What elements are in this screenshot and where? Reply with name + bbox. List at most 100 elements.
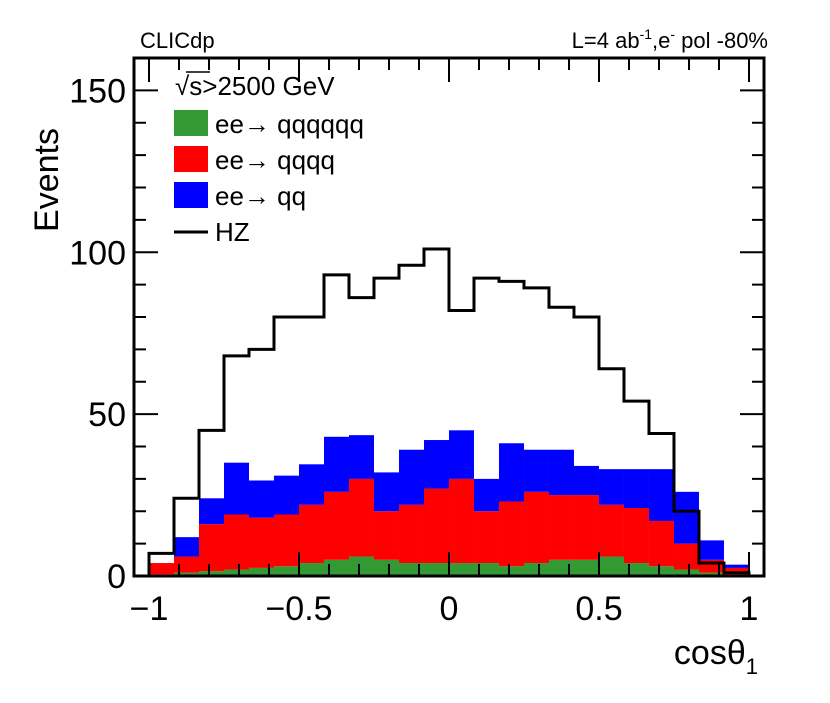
header-right-sup1: -1 [640, 26, 653, 42]
bar-qq-bin-8 [348, 435, 374, 479]
legend-swatch-qq [174, 182, 208, 208]
legend-label-qq: ee→ qq [215, 181, 306, 211]
x-tick-label: 0 [440, 590, 459, 628]
bar-qqqqqq-bin-1 [173, 572, 199, 576]
bar-qqqqqq-bin-18 [598, 556, 624, 576]
bar-qqqq-bin-9 [373, 511, 399, 560]
bar-qqqq-bin-11 [423, 488, 449, 564]
header-right-label: L=4 ab-1,e- pol -80% [572, 26, 768, 53]
bar-qq-bin-6 [298, 464, 324, 505]
y-tick-label: 50 [88, 396, 126, 434]
bar-qq-bin-9 [373, 472, 399, 512]
bar-qqqq-bin-3 [223, 514, 249, 570]
bar-qqqq-bin-18 [598, 504, 624, 557]
bar-qq-bin-19 [623, 469, 649, 509]
bar-qqqq-bin-15 [523, 491, 549, 564]
bar-qqqq-bin-19 [623, 508, 649, 564]
bar-qqqqqq-bin-17 [573, 559, 599, 576]
plot-bars-layer [149, 430, 749, 576]
bar-qqqqqq-bin-10 [398, 563, 424, 576]
bar-qqqq-bin-1 [173, 556, 199, 573]
legend-entries: ee→ qqqqqq ee→ qqqq ee→ qq HZ [174, 109, 364, 247]
bar-qqqqqq-bin-8 [348, 556, 374, 576]
bar-qqqq-bin-5 [273, 514, 299, 567]
header-right-sup2: - [670, 26, 675, 42]
bar-qq-bin-5 [273, 475, 299, 515]
bar-qq-bin-1 [173, 537, 199, 557]
legend-label-qqqqqq: ee→ qqqqqq [215, 109, 364, 139]
legend-label-qqqq: ee→ qqqq [215, 145, 335, 175]
bar-qq-bin-23 [723, 564, 749, 568]
bar-qq-bin-11 [423, 440, 449, 489]
legend-swatch-qqqqqq [174, 110, 208, 136]
bar-qqqq-bin-6 [298, 504, 324, 564]
bar-qqqq-bin-7 [323, 491, 349, 560]
bar-qq-bin-3 [223, 462, 249, 515]
bar-qqqq-bin-14 [498, 501, 524, 567]
legend-title: √s>2500 GeV [175, 71, 335, 101]
bar-qqqqqq-bin-22 [698, 572, 724, 576]
bar-qqqq-bin-17 [573, 495, 599, 560]
x-axis-title-sub: 1 [746, 654, 758, 679]
bar-qqqqqq-bin-6 [298, 563, 324, 576]
bar-qq-bin-10 [398, 449, 424, 505]
header-right-mid: ,e [652, 28, 670, 53]
header-right-prefix: L=4 ab [572, 28, 640, 53]
bar-qqqqqq-bin-16 [548, 559, 574, 576]
bar-qqqqqq-bin-3 [223, 569, 249, 576]
bar-qqqqqq-bin-5 [273, 566, 299, 576]
bar-qqqqqq-bin-4 [248, 567, 274, 576]
bar-qq-bin-16 [548, 449, 574, 496]
bar-qqqq-bin-23 [723, 567, 749, 575]
bar-qqqqqq-bin-7 [323, 559, 349, 576]
bar-qqqq-bin-13 [473, 511, 499, 564]
legend-label-HZ: HZ [215, 217, 250, 247]
tick-labels-layer: −1 −0.5 0 0.5 1 0 50 100 150 [69, 72, 758, 628]
y-tick-label: 0 [107, 558, 126, 596]
x-tick-label: 0.5 [575, 590, 622, 628]
bar-qqqq-bin-20 [648, 520, 674, 567]
y-tick-label: 100 [69, 234, 126, 272]
bar-qqqqqq-bin-14 [498, 566, 524, 576]
x-axis-title: cosθ1 [674, 634, 758, 679]
bar-qq-bin-18 [598, 469, 624, 505]
x-tick-label: −1 [130, 590, 169, 628]
bar-qq-bin-2 [198, 498, 224, 525]
header-left-label: CLICdp [140, 28, 215, 53]
bar-qq-bin-17 [573, 465, 599, 496]
bar-qq-bin-14 [498, 443, 524, 502]
bar-qqqqqq-bin-12 [448, 563, 474, 576]
bar-qq-bin-21 [673, 491, 699, 544]
bar-qqqqqq-bin-2 [198, 571, 224, 576]
bar-qqqqqq-bin-9 [373, 559, 399, 576]
bar-qqqq-bin-16 [548, 495, 574, 560]
bar-qqqq-bin-8 [348, 478, 374, 557]
axis-ticks-layer [134, 57, 764, 577]
x-axis-title-main: cosθ [674, 634, 746, 672]
bar-qqqqqq-bin-20 [648, 566, 674, 576]
line-HZ [147, 247, 751, 576]
plot-outline-layer [147, 247, 751, 576]
bar-qqqqqq-bin-11 [423, 563, 449, 576]
bar-qq-bin-4 [248, 480, 274, 518]
x-tick-label: 1 [740, 590, 759, 628]
bar-qqqq-bin-12 [448, 478, 474, 564]
bar-qq-bin-20 [648, 469, 674, 521]
bar-qqqqqq-bin-19 [623, 563, 649, 576]
bar-qqqq-bin-0 [149, 563, 174, 575]
bar-qqqq-bin-21 [673, 543, 699, 570]
bar-qqqq-bin-4 [248, 517, 274, 568]
legend: √s>2500 GeV ee→ qqqqqq ee→ qqqq ee→ qq HZ [174, 71, 364, 247]
bar-qqqq-bin-10 [398, 504, 424, 564]
bar-qq-bin-7 [323, 436, 349, 492]
bar-qqqqqq-bin-15 [523, 563, 549, 576]
bar-qq-bin-22 [698, 540, 724, 560]
legend-swatch-qqqq [174, 146, 208, 172]
bar-qq-bin-13 [473, 478, 499, 512]
bar-qqqqqq-bin-21 [673, 569, 699, 576]
bar-qqqq-bin-2 [198, 524, 224, 572]
bar-qq-bin-15 [523, 449, 549, 492]
x-tick-label: −0.5 [265, 590, 332, 628]
